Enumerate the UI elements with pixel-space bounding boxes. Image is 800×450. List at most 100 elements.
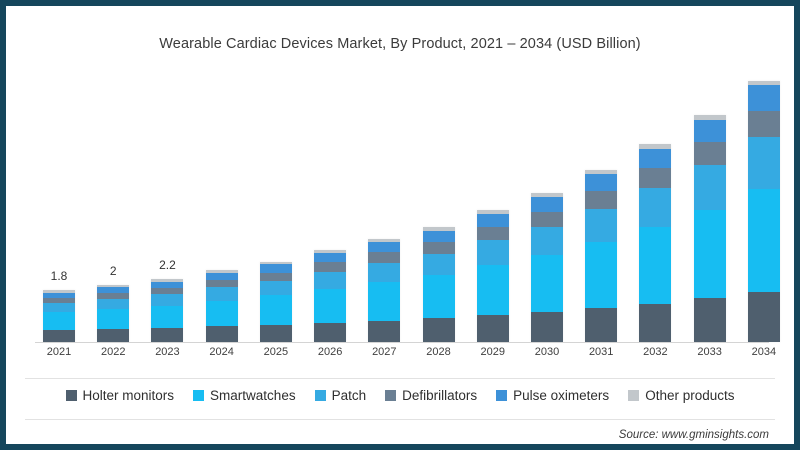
stacked-bar[interactable] (259, 261, 292, 342)
bar-segment[interactable] (530, 196, 563, 212)
bar-segment[interactable] (368, 282, 401, 321)
bar-segment[interactable] (530, 312, 563, 342)
bar-segment[interactable] (259, 295, 292, 325)
bar-segment[interactable] (368, 242, 401, 253)
bar-segment[interactable] (259, 324, 292, 342)
bar-segment[interactable] (530, 226, 563, 256)
bar-segment[interactable] (205, 270, 238, 274)
bar-segment[interactable] (639, 143, 672, 149)
bar-segment[interactable] (422, 227, 455, 231)
stacked-bar[interactable] (43, 290, 75, 342)
legend-item[interactable]: Smartwatches (193, 388, 296, 403)
bar-segment[interactable] (585, 174, 618, 192)
stacked-bar[interactable] (530, 192, 563, 342)
stacked-bar[interactable] (693, 115, 726, 342)
stacked-bar[interactable] (747, 80, 780, 342)
bar-segment[interactable] (43, 312, 75, 330)
legend-item[interactable]: Patch (314, 388, 366, 403)
bar-segment[interactable] (476, 213, 509, 227)
bar-segment[interactable] (747, 111, 780, 138)
bar-segment[interactable] (97, 298, 130, 309)
bar-segment[interactable] (314, 322, 347, 342)
bar-segment[interactable] (422, 275, 455, 319)
bar-segment[interactable] (585, 242, 618, 309)
bar-segment[interactable] (43, 292, 75, 298)
bar-segment[interactable] (314, 253, 347, 263)
bar-segment[interactable] (747, 80, 780, 86)
bar-segment[interactable] (43, 290, 75, 293)
bar-segment[interactable] (151, 305, 184, 329)
bar-segment[interactable] (422, 230, 455, 243)
bar-segment[interactable] (585, 191, 618, 209)
bar-segment[interactable] (693, 298, 726, 342)
bar-segment[interactable] (530, 211, 563, 227)
bar-segment[interactable] (422, 253, 455, 276)
bar-segment[interactable] (205, 287, 238, 301)
bar-segment[interactable] (97, 287, 130, 293)
bar-segment[interactable] (639, 303, 672, 342)
stacked-bar[interactable] (314, 250, 347, 342)
bar-segment[interactable] (747, 189, 780, 292)
bar-segment[interactable] (639, 148, 672, 169)
bar-segment[interactable] (585, 169, 618, 175)
bar-segment[interactable] (530, 192, 563, 197)
bar-segment[interactable] (639, 168, 672, 189)
bar-segment[interactable] (476, 240, 509, 266)
bar-segment[interactable] (259, 272, 292, 281)
bar-segment[interactable] (476, 315, 509, 342)
bar-segment[interactable] (259, 280, 292, 296)
bar-segment[interactable] (205, 300, 238, 327)
bar-segment[interactable] (259, 261, 292, 265)
bar-segment[interactable] (585, 308, 618, 342)
bar-segment[interactable] (97, 284, 130, 288)
bar-segment[interactable] (476, 209, 509, 214)
bar-segment[interactable] (314, 262, 347, 272)
bar-segment[interactable] (585, 208, 618, 242)
bar-segment[interactable] (97, 308, 130, 330)
bar-segment[interactable] (693, 142, 726, 165)
legend-item[interactable]: Holter monitors (65, 388, 174, 403)
bar-segment[interactable] (97, 292, 130, 299)
legend-item[interactable]: Defibrillators (385, 388, 477, 403)
bar-segment[interactable] (530, 255, 563, 313)
bar-segment[interactable] (368, 320, 401, 342)
bar-segment[interactable] (314, 288, 347, 323)
stacked-bar[interactable] (205, 270, 238, 342)
bar-segment[interactable] (43, 329, 75, 342)
stacked-bar[interactable] (368, 238, 401, 342)
bar-segment[interactable] (422, 318, 455, 342)
bar-segment[interactable] (476, 265, 509, 316)
bar-segment[interactable] (639, 188, 672, 228)
bar-segment[interactable] (747, 292, 780, 342)
bar-segment[interactable] (205, 280, 238, 288)
bar-segment[interactable] (422, 242, 455, 254)
stacked-bar[interactable] (97, 284, 130, 342)
bar-segment[interactable] (693, 165, 726, 210)
bar-segment[interactable] (693, 209, 726, 299)
bar-segment[interactable] (151, 281, 184, 289)
legend-item[interactable]: Pulse oximeters (496, 388, 609, 403)
bar-segment[interactable] (151, 328, 184, 342)
bar-segment[interactable] (368, 262, 401, 283)
stacked-bar[interactable] (422, 227, 455, 342)
bar-segment[interactable] (314, 250, 347, 254)
bar-segment[interactable] (693, 115, 726, 120)
bar-segment[interactable] (97, 329, 130, 342)
stacked-bar[interactable] (151, 278, 184, 342)
legend-item[interactable]: Other products (628, 388, 734, 403)
bar-segment[interactable] (747, 137, 780, 190)
stacked-bar[interactable] (639, 143, 672, 342)
bar-segment[interactable] (693, 119, 726, 143)
bar-segment[interactable] (43, 302, 75, 313)
bar-segment[interactable] (747, 85, 780, 112)
bar-segment[interactable] (205, 273, 238, 281)
bar-segment[interactable] (368, 252, 401, 263)
bar-segment[interactable] (639, 227, 672, 304)
bar-segment[interactable] (476, 226, 509, 240)
bar-segment[interactable] (43, 297, 75, 303)
bar-segment[interactable] (151, 294, 184, 306)
stacked-bar[interactable] (476, 209, 509, 342)
bar-segment[interactable] (368, 238, 401, 243)
bar-segment[interactable] (314, 271, 347, 289)
bar-segment[interactable] (151, 288, 184, 295)
